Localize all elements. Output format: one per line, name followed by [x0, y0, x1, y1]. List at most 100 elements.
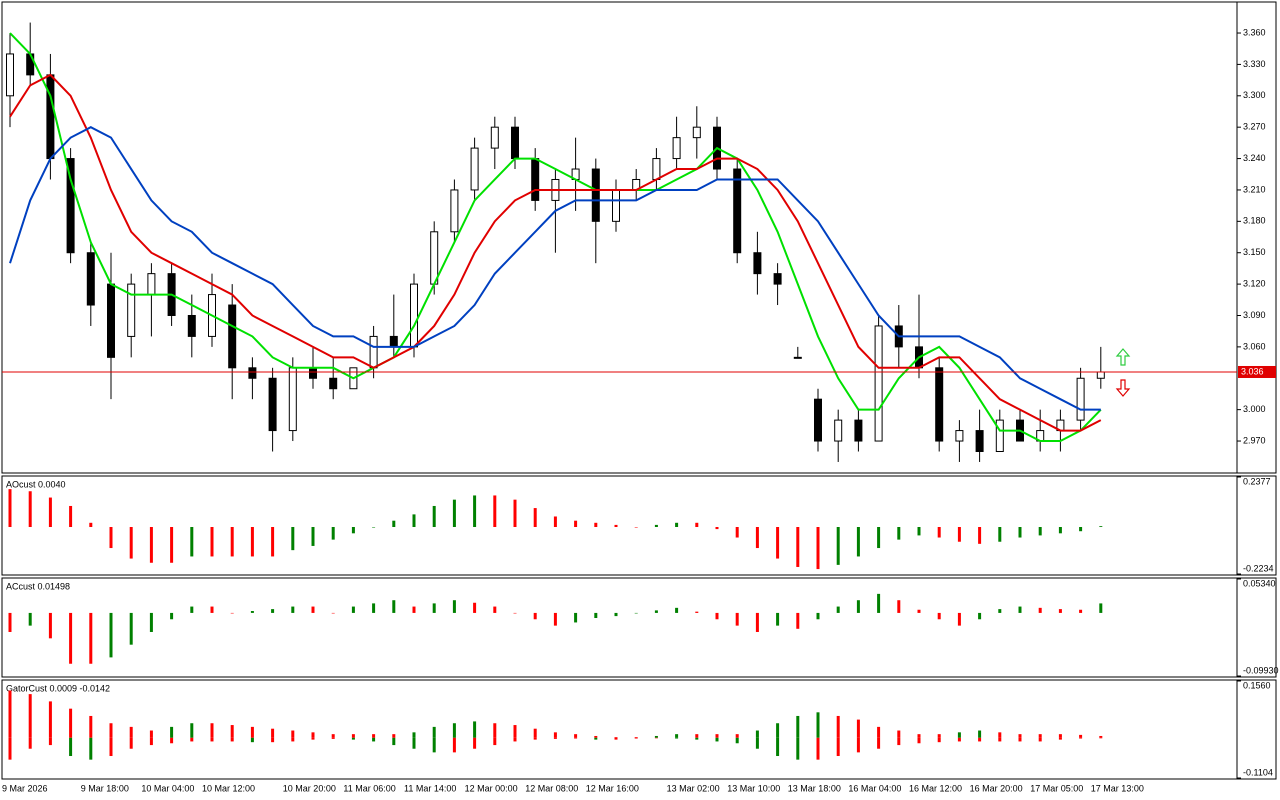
gator-bar: [452, 723, 456, 738]
x-tick-label: 10 Mar 20:00: [283, 783, 336, 793]
y-tick-label: 2.970: [1243, 435, 1266, 445]
gator-bar: [8, 737, 12, 760]
candle-body: [935, 367, 944, 442]
gator-bar: [28, 694, 32, 738]
histogram-bar: [89, 612, 93, 664]
x-tick-label: 16 Mar 12:00: [909, 783, 962, 793]
moving-average: [9, 73, 1102, 432]
histogram-bar: [1079, 609, 1083, 613]
histogram-bar: [614, 524, 618, 528]
histogram-bar: [69, 612, 73, 664]
y-tick-label: 3.060: [1243, 341, 1266, 351]
candle-body: [652, 158, 661, 180]
histogram-bar: [149, 612, 153, 632]
histogram-bar: [917, 609, 921, 613]
gator-bar: [331, 734, 335, 738]
gator-bar: [109, 737, 113, 757]
histogram-bar: [331, 527, 335, 540]
gator-bar: [8, 690, 12, 738]
candle-body: [470, 147, 479, 191]
candle-body: [753, 252, 762, 275]
gator-bar: [493, 737, 497, 746]
histogram-bar: [311, 606, 315, 613]
indicator-label: ACcust 0.01498: [6, 581, 70, 591]
gator-bar: [311, 737, 315, 740]
indicator-label: GatorCust 0.0009 -0.0142: [6, 683, 110, 693]
indicator-label: AOcust 0.0040: [6, 479, 66, 489]
histogram-bar: [291, 527, 295, 551]
gator-bar: [1038, 734, 1042, 738]
histogram-bar: [392, 520, 396, 528]
y-tick-label: 0.2377: [1243, 476, 1271, 486]
histogram-bar: [755, 527, 759, 549]
gator-bar: [614, 737, 618, 740]
histogram-bar: [917, 527, 921, 536]
gator-bar: [210, 737, 214, 742]
x-tick-label: 17 Mar 05:00: [1030, 783, 1083, 793]
histogram-bar: [553, 516, 557, 528]
histogram-bar: [8, 612, 12, 632]
gator-bar: [836, 715, 840, 738]
gator-bar: [533, 728, 537, 738]
histogram-bar: [634, 612, 638, 614]
gator-bar: [1058, 737, 1062, 740]
candle-body: [46, 74, 55, 160]
gator-bar: [271, 728, 275, 738]
histogram-bar: [715, 527, 719, 530]
y-tick-label: 3.210: [1243, 184, 1266, 194]
histogram-bar: [1058, 609, 1062, 613]
gator-bar: [230, 725, 234, 738]
histogram-bar: [89, 522, 93, 528]
candle-body: [430, 231, 439, 285]
histogram-bar: [836, 527, 840, 565]
price-tag: [1238, 365, 1276, 378]
gator-bar: [250, 737, 254, 743]
x-tick-label: 10 Mar 12:00: [202, 783, 255, 793]
histogram-bar: [836, 606, 840, 613]
histogram-bar: [1099, 526, 1103, 528]
histogram-bar: [513, 612, 517, 614]
gator-bar: [998, 737, 1002, 742]
gator-bar: [836, 737, 840, 757]
gator-bar: [170, 737, 174, 744]
gator-bar: [877, 726, 881, 738]
gator-bar: [170, 726, 174, 738]
histogram-bar: [331, 612, 335, 614]
histogram-bar: [1038, 607, 1042, 613]
gator-bar: [432, 737, 436, 753]
gator-bar: [755, 737, 759, 749]
histogram-bar: [1018, 606, 1022, 613]
histogram-bar: [796, 612, 800, 629]
gator-bar: [957, 737, 961, 742]
histogram-bar: [8, 489, 12, 528]
gator-bar: [89, 715, 93, 738]
histogram-bar: [311, 527, 315, 546]
gator-bar: [553, 732, 557, 738]
histogram-bar: [695, 611, 699, 613]
gator-bar: [1099, 737, 1103, 739]
histogram-bar: [816, 527, 820, 570]
candle-body: [369, 335, 378, 369]
gator-bar: [493, 723, 497, 738]
histogram-bar: [190, 527, 194, 557]
histogram-bar: [493, 495, 497, 528]
gator-bar: [978, 730, 982, 738]
gator-bar: [998, 732, 1002, 738]
candle-body: [410, 283, 418, 348]
histogram-bar: [210, 527, 214, 557]
candle-body: [733, 168, 742, 254]
histogram-bar: [250, 611, 254, 613]
gator-bar: [776, 737, 780, 757]
gator-bar: [917, 737, 921, 744]
histogram-bar: [210, 606, 214, 613]
gator-bar: [1018, 737, 1022, 742]
candle-body: [591, 168, 600, 222]
gator-bar: [1038, 737, 1042, 742]
gator-bar: [149, 737, 153, 746]
gator-bar: [109, 723, 113, 738]
gator-bar: [351, 734, 355, 738]
histogram-bar: [937, 612, 941, 620]
candle-body: [490, 126, 499, 149]
